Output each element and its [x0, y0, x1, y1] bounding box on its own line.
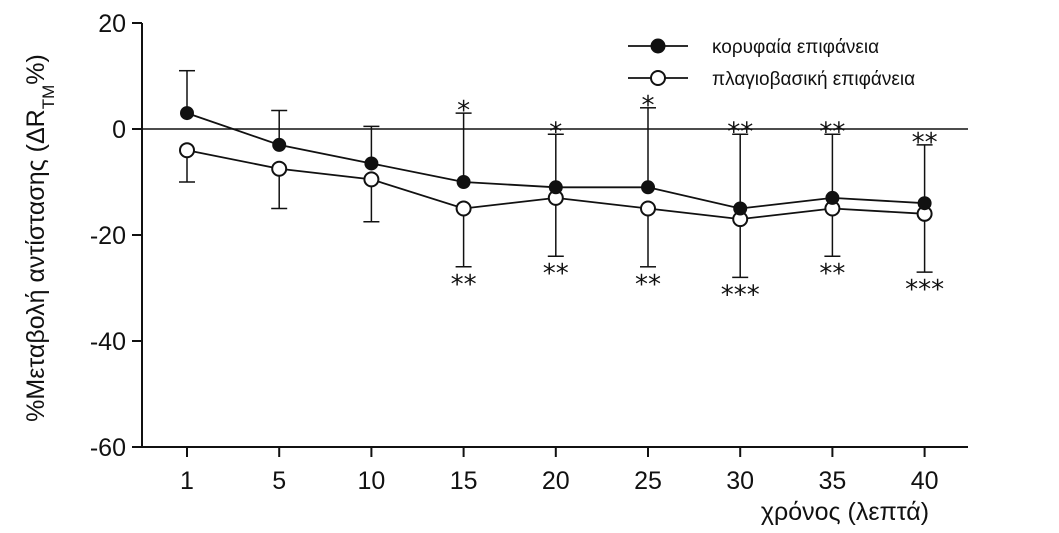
x-tick-label: 25 [634, 467, 662, 495]
data-point-filled [917, 196, 932, 211]
x-tick-label: 35 [818, 467, 846, 495]
y-tick-label: 20 [98, 10, 126, 38]
significance-marker-upper: * [457, 96, 470, 126]
y-tick-label: -20 [90, 222, 126, 250]
data-point-filled [456, 175, 471, 189]
x-tick-label: 1 [180, 467, 194, 495]
significance-marker-lower: *** [905, 275, 944, 305]
significance-marker-upper: ** [727, 117, 753, 147]
legend-marker-filled [650, 38, 666, 54]
significance-marker-upper: * [549, 117, 562, 147]
x-tick-label: 10 [357, 467, 385, 495]
data-point-filled [548, 180, 563, 195]
significance-marker-lower: ** [819, 259, 845, 289]
significance-marker-upper: ** [912, 128, 938, 158]
x-tick-label: 40 [911, 467, 939, 495]
significance-marker-lower: ** [451, 270, 477, 300]
data-point-open [271, 160, 288, 177]
significance-marker-upper: * [642, 91, 655, 121]
significance-marker-lower: ** [635, 270, 661, 300]
y-axis-title: %Μεταβολή αντίστασης (ΔRTM%) [22, 54, 58, 422]
significance-marker-lower: ** [543, 259, 569, 289]
legend-label: πλαγιοβασική επιφάνεια [712, 69, 915, 90]
legend-marker-open [650, 70, 666, 86]
data-point-open [179, 142, 195, 159]
x-tick-label: 20 [542, 467, 570, 495]
y-tick-label: -60 [90, 434, 126, 462]
y-tick-label: -40 [90, 328, 126, 356]
significance-marker-lower: *** [721, 280, 760, 310]
data-point-open [640, 200, 656, 217]
x-tick-label: 30 [726, 467, 754, 495]
y-tick-label: 0 [112, 116, 126, 144]
data-point-filled [364, 156, 379, 171]
x-tick-label: 15 [450, 467, 478, 495]
data-point-open [455, 200, 472, 217]
data-point-filled [825, 190, 840, 205]
data-point-filled [272, 137, 287, 152]
significance-marker-upper: ** [819, 117, 845, 147]
legend-label: κορυφαία επιφάνεια [712, 37, 879, 58]
x-axis-title: χρόνος (λεπτά) [761, 498, 929, 526]
data-point-filled [733, 201, 748, 216]
data-point-open [363, 171, 380, 188]
data-point-filled [641, 180, 655, 195]
data-point-filled [180, 106, 194, 121]
x-tick-label: 5 [272, 467, 286, 495]
